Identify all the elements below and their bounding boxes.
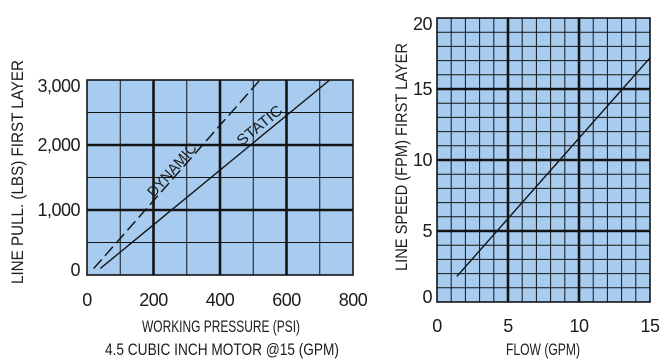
y-tick-label: 1,000 [37, 200, 80, 220]
chart-2: 0 5 10 15 20 0 5 10 15 [413, 14, 661, 336]
x-tick-label: 10 [569, 316, 589, 336]
x-tick-label: 600 [272, 290, 301, 310]
y-tick-label: 0 [422, 287, 432, 307]
right-y-axis-title: LINE SPEED (FPM) FIRST LAYER [393, 43, 411, 271]
plot-border [86, 79, 354, 276]
x-tick-label: 5 [503, 316, 513, 336]
y-tick-label: 2,000 [37, 135, 80, 155]
plot-border [436, 17, 651, 303]
x-tick-label: 0 [432, 316, 442, 336]
series-line-1 [456, 57, 651, 277]
y-tick-label: 5 [422, 221, 432, 241]
x-tick-label: 15 [640, 316, 660, 336]
x-tick-label: 200 [139, 290, 168, 310]
y-tick-label: 3,000 [37, 76, 80, 96]
y-tick-label: 0 [70, 260, 80, 280]
left-x-axis-title: WORKING PRESSURE (PSI) [142, 318, 300, 336]
series-line-static [99, 79, 331, 270]
y-tick-label: 20 [413, 14, 433, 34]
left-y-axis-title: LINE PULL. (LBS) FIRST LAYER [9, 60, 27, 284]
y-tick-label: 10 [413, 150, 433, 170]
x-tick-label: 400 [206, 290, 235, 310]
left-chart-caption: 4.5 CUBIC INCH MOTOR @15 (GPM) [105, 341, 339, 359]
x-tick-label: 800 [339, 290, 368, 310]
y-tick-label: 15 [413, 79, 433, 99]
grid [87, 80, 353, 275]
x-tick-label: 0 [82, 290, 92, 310]
right-x-axis-title: FLOW (GPM) [506, 341, 580, 359]
series-line-dynamic [93, 79, 261, 269]
grid [437, 18, 650, 302]
